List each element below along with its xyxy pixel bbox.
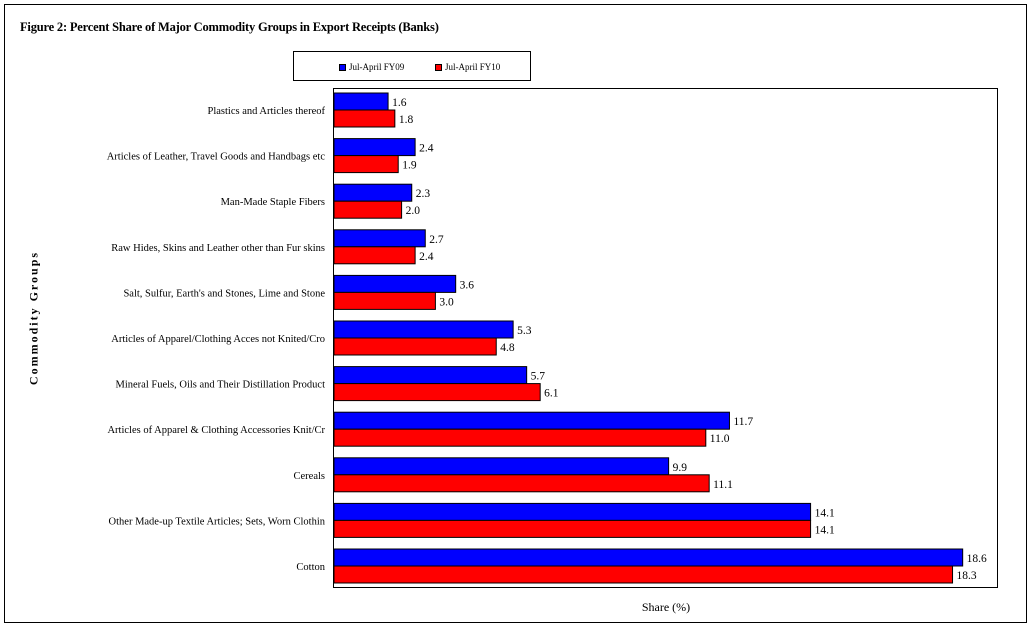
- data-label-s0-2: 2.3: [416, 188, 431, 200]
- data-label-s1-6: 6.1: [544, 388, 559, 400]
- data-label-s1-0: 1.8: [399, 114, 414, 126]
- category-label-10: Cotton: [296, 562, 325, 573]
- category-label-7: Articles of Apparel & Clothing Accessori…: [107, 425, 325, 436]
- bar-s1-8: [333, 474, 710, 493]
- category-label-6: Mineral Fuels, Oils and Their Distillati…: [116, 380, 326, 391]
- x-axis-label: Share (%): [641, 600, 691, 614]
- legend-label-fy10: Jul-April FY10: [445, 62, 501, 72]
- data-label-s1-7: 11.0: [710, 433, 730, 445]
- bar-s0-7: [333, 411, 730, 430]
- data-label-s0-6: 5.7: [531, 371, 546, 383]
- bar-s0-0: [333, 92, 389, 111]
- bar-s0-6: [333, 366, 528, 385]
- data-label-s0-1: 2.4: [419, 143, 434, 155]
- legend-item-fy10: Jul-April FY10: [435, 62, 500, 72]
- data-label-s0-7: 11.7: [733, 416, 753, 428]
- data-label-s0-5: 5.3: [517, 325, 532, 337]
- data-label-s1-8: 11.1: [713, 479, 733, 491]
- bar-s1-4: [333, 291, 436, 310]
- legend-label-fy09: Jul-April FY09: [349, 62, 405, 72]
- data-label-s1-2: 2.0: [406, 205, 421, 217]
- bar-s0-10: [333, 548, 964, 567]
- legend-swatch-fy09: [339, 63, 346, 71]
- bar-s0-5: [333, 320, 514, 339]
- category-label-9: Other Made-up Textile Articles; Sets, Wo…: [109, 516, 326, 527]
- category-label-0: Plastics and Articles thereof: [207, 106, 325, 117]
- category-label-1: Articles of Leather, Travel Goods and Ha…: [107, 152, 326, 163]
- bar-s1-10: [333, 565, 954, 584]
- category-label-4: Salt, Sulfur, Earth's and Stones, Lime a…: [123, 288, 325, 299]
- legend-swatch-fy10: [435, 63, 442, 71]
- bar-s0-9: [333, 502, 812, 521]
- legend-item-fy09: Jul-April FY09: [339, 62, 404, 72]
- data-label-s0-0: 1.6: [392, 97, 407, 109]
- data-label-s1-1: 1.9: [402, 160, 417, 172]
- bar-s0-1: [333, 138, 416, 157]
- bar-s1-7: [333, 428, 707, 447]
- bar-s1-9: [333, 519, 812, 538]
- data-label-s1-5: 4.8: [500, 342, 515, 354]
- bar-s1-5: [333, 337, 497, 356]
- bar-s1-3: [333, 246, 416, 265]
- bar-s1-2: [333, 200, 403, 219]
- data-label-s0-4: 3.6: [460, 279, 475, 291]
- data-label-s0-10: 18.6: [967, 553, 987, 565]
- bar-s0-3: [333, 229, 426, 248]
- data-label-s1-9: 14.1: [815, 524, 835, 536]
- data-label-s0-3: 2.7: [429, 234, 444, 246]
- data-label-s0-8: 9.9: [673, 462, 688, 474]
- data-label-s1-10: 18.3: [957, 570, 977, 582]
- data-label-s1-4: 3.0: [439, 296, 454, 308]
- bar-s0-2: [333, 183, 413, 202]
- category-label-3: Raw Hides, Skins and Leather other than …: [111, 243, 325, 254]
- data-label-s0-9: 14.1: [815, 507, 835, 519]
- data-label-s1-3: 2.4: [419, 251, 434, 263]
- chart-title: Figure 2: Percent Share of Major Commodi…: [20, 20, 439, 34]
- category-label-5: Articles of Apparel/Clothing Acces not K…: [111, 334, 325, 345]
- bar-s1-6: [333, 383, 541, 402]
- bar-s0-8: [333, 457, 670, 476]
- category-label-2: Man-Made Staple Fibers: [221, 197, 325, 208]
- category-label-8: Cereals: [294, 471, 326, 482]
- bar-s1-1: [333, 155, 399, 174]
- legend: Jul-April FY09 Jul-April FY10: [293, 51, 531, 81]
- bar-s0-4: [333, 274, 457, 293]
- bar-s1-0: [333, 109, 396, 128]
